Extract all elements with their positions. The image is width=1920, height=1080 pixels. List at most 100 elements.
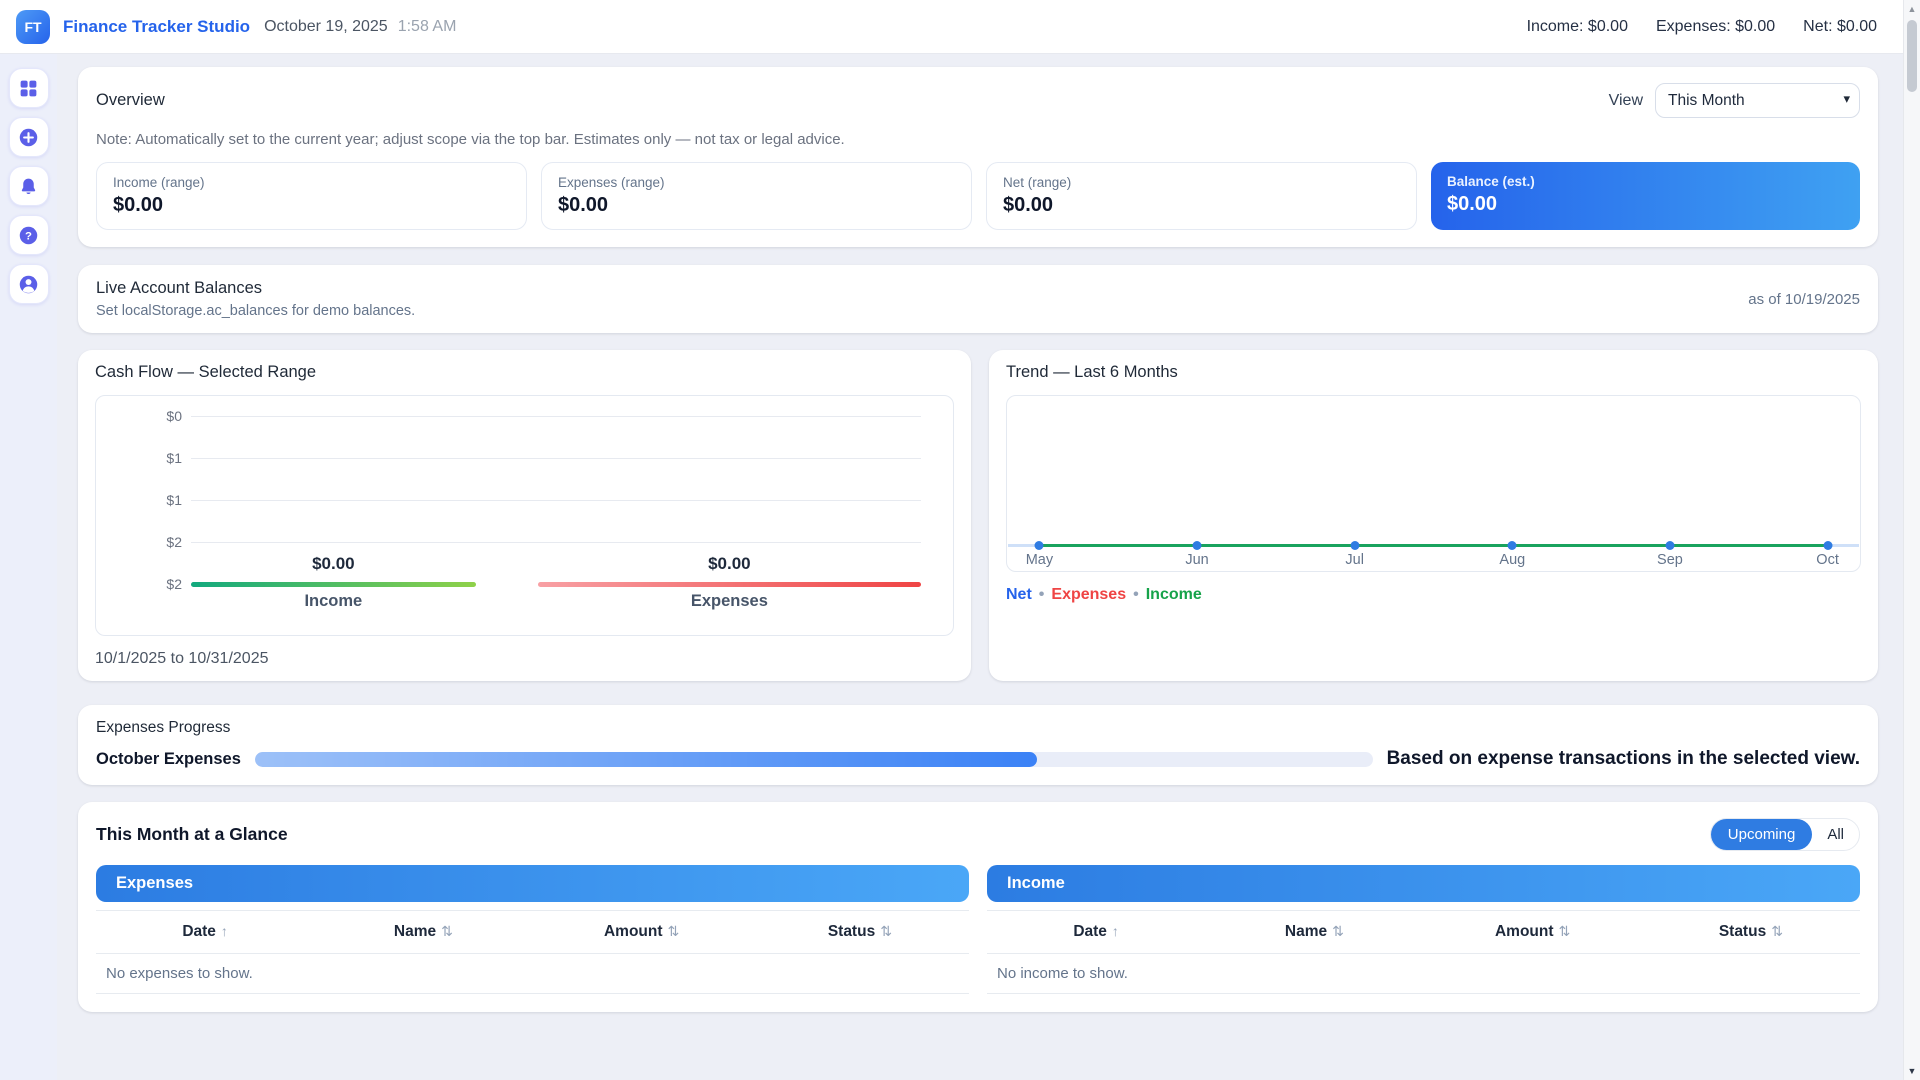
x-tick: Sep	[1657, 552, 1683, 568]
vertical-scrollbar[interactable]: ▲ ▼	[1903, 0, 1920, 1080]
expenses-table: Expenses Date ↑ Name ⇅ Amount ⇅ Status ⇅ No …	[96, 865, 969, 994]
y-tick: $1	[166, 450, 182, 466]
stat-card-balance: Balance (est.) $0.00	[1431, 162, 1860, 230]
trend-chart: May Jun Jul Aug Sep Oct	[1006, 395, 1861, 572]
total-net: Net: $0.00	[1803, 17, 1877, 35]
cash-flow-title: Cash Flow — Selected Range	[95, 363, 317, 381]
sidebar-item-add[interactable]	[8, 117, 49, 157]
expenses-progress-card: Expenses Progress October Expenses Based…	[78, 705, 1878, 785]
trend-legend: Net • Expenses • Income	[1006, 586, 1861, 604]
live-balances-card: Live Account Balances Set localStorage.a…	[78, 265, 1878, 333]
x-tick: Jun	[1185, 552, 1209, 568]
stat-card-income: Income (range) $0.00	[96, 162, 527, 230]
cash-flow-plot-area: $0.00 $0.00 Income Expenses	[191, 396, 921, 635]
legend-income: Income	[1145, 586, 1202, 603]
sort-asc-icon: ↑	[1111, 923, 1119, 939]
data-point	[1192, 541, 1202, 550]
sort-icon: ⇅	[1558, 923, 1571, 939]
filter-upcoming-button[interactable]: Upcoming	[1710, 819, 1813, 850]
expenses-table-columns: Date ↑ Name ⇅ Amount ⇅ Status ⇅	[96, 910, 969, 954]
sort-asc-icon: ↑	[220, 923, 228, 939]
expenses-table-header: Expenses	[96, 865, 969, 902]
column-header-status[interactable]: Status ⇅	[827, 923, 892, 940]
legend-net: Net	[1006, 586, 1032, 603]
sort-icon: ⇅	[667, 923, 680, 939]
glance-title: This Month at a Glance	[96, 824, 288, 844]
y-tick: $2	[166, 576, 182, 592]
trend-series-line	[1039, 543, 1828, 547]
glance-filter-group: Upcoming All	[1709, 818, 1860, 851]
income-table-columns: Date ↑ Name ⇅ Amount ⇅ Status ⇅	[987, 910, 1860, 954]
gridline	[191, 500, 921, 501]
x-tick: May	[1025, 552, 1054, 568]
stat-value: $0.00	[1447, 193, 1498, 215]
total-income: Income: $0.00	[1526, 17, 1628, 35]
legend-separator: •	[1133, 586, 1139, 603]
column-header-amount[interactable]: Amount ⇅	[603, 923, 680, 940]
progress-note: Based on expense transactions in the sel…	[1386, 748, 1860, 769]
total-expenses: Expenses: $0.00	[1655, 17, 1776, 35]
x-tick: Jul	[1345, 552, 1364, 568]
current-time: 1:58 AM	[397, 17, 457, 35]
view-label: View	[1608, 91, 1643, 109]
help-circle-icon: ?	[19, 226, 38, 244]
progress-title: Expenses Progress	[96, 719, 231, 736]
plus-circle-icon	[19, 128, 38, 146]
income-bar	[191, 582, 476, 587]
column-header-name[interactable]: Name ⇅	[1284, 923, 1344, 940]
data-point	[1034, 541, 1044, 550]
app-logo[interactable]: FT	[16, 9, 50, 44]
bar-label-income: Income	[304, 592, 363, 610]
live-balances-subtitle: Set localStorage.ac_balances for demo ba…	[96, 303, 416, 319]
top-bar: FT Finance Tracker Studio October 19, 20…	[0, 0, 1903, 54]
trend-title: Trend — Last 6 Months	[1006, 363, 1178, 381]
stat-card-expenses: Expenses (range) $0.00	[541, 162, 972, 230]
cash-flow-date-range: 10/1/2025 to 10/31/2025	[95, 650, 269, 667]
income-table: Income Date ↑ Name ⇅ Amount ⇅ Status ⇅ No in…	[987, 865, 1860, 994]
column-header-name[interactable]: Name ⇅	[393, 923, 453, 940]
progress-bar	[254, 751, 1373, 767]
charts-row: Cash Flow — Selected Range $0 $1 $1 $2 $…	[78, 350, 1878, 681]
column-header-date[interactable]: Date ↑	[1073, 923, 1119, 940]
scrollbar-thumb[interactable]	[1907, 20, 1917, 92]
legend-separator: •	[1038, 586, 1045, 603]
svg-text:?: ?	[25, 230, 32, 242]
progress-label: October Expenses	[96, 749, 241, 768]
trend-card: Trend — Last 6 Months May Jun Jul Aug Se…	[989, 350, 1878, 681]
overview-title: Overview	[96, 91, 165, 109]
column-header-status[interactable]: Status ⇅	[1718, 923, 1783, 940]
cash-flow-card: Cash Flow — Selected Range $0 $1 $1 $2 $…	[78, 350, 971, 681]
main-content: Overview View This Month ▾ Note: Automat…	[57, 54, 1903, 1012]
sort-icon: ⇅	[1771, 923, 1783, 939]
scroll-down-icon[interactable]: ▼	[1907, 1066, 1917, 1076]
expenses-empty-state: No expenses to show.	[96, 954, 969, 994]
stat-label: Net (range)	[1003, 175, 1072, 190]
user-circle-icon	[19, 275, 38, 293]
stat-card-net: Net (range) $0.00	[986, 162, 1417, 230]
sidebar-item-dashboard[interactable]	[8, 68, 49, 108]
overview-card: Overview View This Month ▾ Note: Automat…	[78, 67, 1878, 247]
column-header-amount[interactable]: Amount ⇅	[1494, 923, 1571, 940]
stat-label: Expenses (range)	[558, 175, 665, 190]
brand[interactable]: FT Finance Tracker Studio	[16, 9, 250, 44]
current-date: October 19, 2025	[264, 17, 388, 35]
header-totals: Income: $0.00 Expenses: $0.00 Net: $0.00	[1527, 18, 1877, 36]
income-empty-state: No income to show.	[987, 954, 1860, 994]
stat-label: Balance (est.)	[1447, 174, 1535, 189]
view-select[interactable]: This Month	[1655, 83, 1860, 118]
sidebar-item-help[interactable]: ?	[8, 215, 49, 255]
data-point	[1507, 541, 1517, 550]
scroll-up-icon[interactable]: ▲	[1907, 4, 1917, 14]
x-tick: Oct	[1816, 552, 1839, 568]
filter-all-button[interactable]: All	[1812, 819, 1859, 850]
sidebar-item-notifications[interactable]	[8, 166, 49, 206]
stat-value: $0.00	[113, 194, 164, 216]
income-table-header: Income	[987, 865, 1860, 902]
column-header-date[interactable]: Date ↑	[182, 923, 228, 940]
expenses-bar	[537, 582, 921, 587]
sidebar-item-account[interactable]	[8, 264, 49, 304]
live-balances-title: Live Account Balances	[96, 279, 263, 297]
month-glance-card: This Month at a Glance Upcoming All Expe…	[78, 802, 1878, 1012]
stat-value: $0.00	[558, 194, 609, 216]
